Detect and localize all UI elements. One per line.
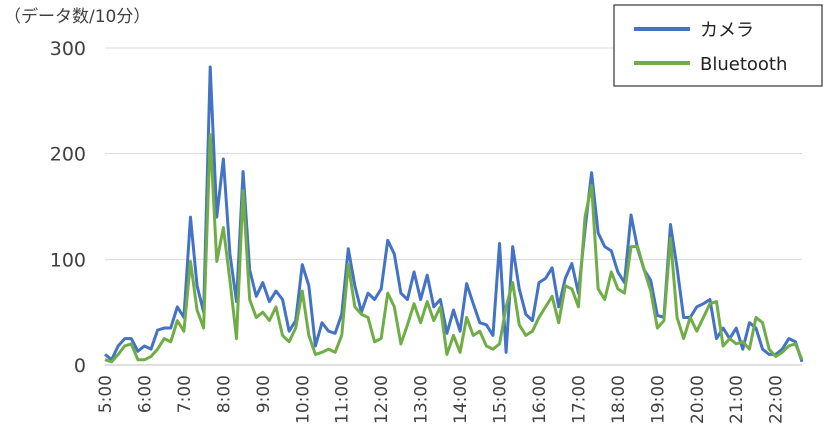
x-tick-label: 21:00	[727, 375, 747, 424]
y-unit-label: （データ数/10分）	[4, 6, 150, 27]
x-tick-label: 17:00	[569, 375, 589, 424]
x-tick-label: 14:00	[451, 375, 471, 424]
y-tick-label: 100	[50, 249, 86, 271]
x-tick-label: 11:00	[333, 375, 353, 424]
x-tick-label: 13:00	[412, 375, 432, 424]
legend-box	[613, 4, 823, 87]
series-line-bluetooth	[104, 133, 804, 364]
x-tick-label: 15:00	[491, 375, 511, 424]
x-tick-label: 19:00	[648, 375, 668, 424]
x-tick-label: 7:00	[175, 375, 195, 413]
x-tick-label: 9:00	[254, 375, 274, 413]
series-lines	[104, 65, 804, 364]
legend-label-camera: カメラ	[700, 20, 754, 41]
y-tick-labels: 0 100 200 300	[50, 38, 86, 377]
legend: カメラ Bluetooth	[613, 4, 823, 87]
series-line-camera	[104, 65, 804, 363]
x-tick-label: 16:00	[530, 375, 550, 424]
y-tick-label: 300	[50, 38, 86, 60]
x-tick-label: 5:00	[96, 375, 116, 413]
x-tick-labels: 5:00 6:00 7:00 8:00 9:00 10:00 11:00 12:00 13:00…	[96, 375, 787, 424]
x-tick-label: 8:00	[214, 375, 234, 413]
y-tick-label: 0	[74, 355, 86, 377]
y-tick-label: 200	[50, 144, 86, 166]
legend-label-bluetooth: Bluetooth	[700, 54, 787, 75]
x-tick-label: 18:00	[609, 375, 629, 424]
x-tick-label: 20:00	[688, 375, 708, 424]
x-tick-label: 10:00	[293, 375, 313, 424]
x-tick-label: 22:00	[767, 375, 787, 424]
x-tick-label: 6:00	[135, 375, 155, 413]
x-tick-label: 12:00	[372, 375, 392, 424]
